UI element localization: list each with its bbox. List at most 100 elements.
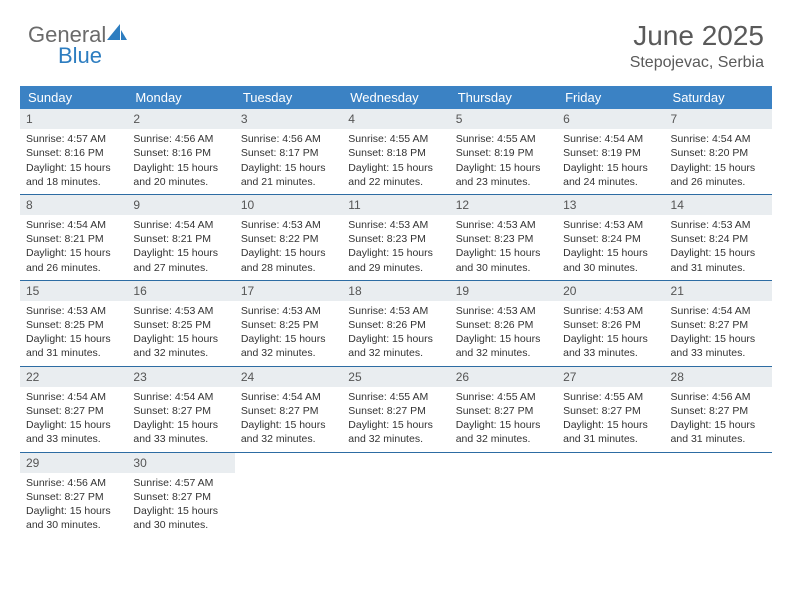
week-row: 29 Sunrise: 4:56 AMSunset: 8:27 PM Dayligh… [20,453,772,538]
sunset-line: Sunset: 8:18 PM [348,146,443,160]
daylight-line-1: Daylight: 15 hours [26,418,121,432]
sunset-line: Sunset: 8:24 PM [671,232,766,246]
daylight-line-2: and 33 minutes. [26,432,121,446]
day-cell: 4Sunrise: 4:55 AMSunset: 8:18 PMDaylight… [342,109,449,194]
sunset-line: Sunset: 8:27 PM [26,490,121,504]
day-cell: 16Sunrise: 4:53 AMSunset: 8:25 PMDayligh… [127,281,234,366]
day-cell: 6Sunrise: 4:54 AMSunset: 8:19 PMDaylight… [557,109,664,194]
day-number: 14 [665,195,772,215]
day-cell: 26Sunrise: 4:55 AMSunset: 8:27 PMDayligh… [450,367,557,452]
daylight-line-2: and 30 minutes. [456,261,551,275]
weekday-tue: Tuesday [235,86,342,109]
sunset-line: Sunset: 8:25 PM [133,318,228,332]
daylight-line-2: and 23 minutes. [456,175,551,189]
day-cell [665,453,772,538]
sunrise-line: Sunrise: 4:53 AM [26,304,121,318]
sunrise-line: Sunrise: 4:54 AM [133,218,228,232]
weekday-fri: Friday [557,86,664,109]
week-row: 22Sunrise: 4:54 AMSunset: 8:27 PMDayligh… [20,367,772,453]
title-block: June 2025 Stepojevac, Serbia [630,20,764,72]
sunrise-line: Sunrise: 4:55 AM [348,132,443,146]
day-number: 29 [20,453,127,473]
sunrise-line: Sunrise: 4:54 AM [671,304,766,318]
sunset-line: Sunset: 8:27 PM [563,404,658,418]
day-number: 10 [235,195,342,215]
daylight-line-1: Daylight: 15 hours [563,418,658,432]
sunrise-line: Sunrise: 4:53 AM [456,304,551,318]
day-cell: 29Sunrise: 4:56 AMSunset: 8:27 PMDayligh… [20,453,127,538]
logo-word-blue: Blue [58,45,127,67]
logo: General Blue [28,24,127,67]
sunset-line: Sunset: 8:27 PM [26,404,121,418]
daylight-line-2: and 18 minutes. [26,175,121,189]
day-number: 17 [235,281,342,301]
day-number: 12 [450,195,557,215]
sunset-line: Sunset: 8:23 PM [348,232,443,246]
day-number: 22 [20,367,127,387]
daylight-line-2: and 24 minutes. [563,175,658,189]
daylight-line-1: Daylight: 15 hours [26,246,121,260]
daylight-line-2: and 32 minutes. [348,346,443,360]
day-cell: 7Sunrise: 4:54 AMSunset: 8:20 PMDaylight… [665,109,772,194]
sunrise-line: Sunrise: 4:54 AM [241,390,336,404]
day-cell: 5Sunrise: 4:55 AMSunset: 8:19 PMDaylight… [450,109,557,194]
sunset-line: Sunset: 8:16 PM [133,146,228,160]
day-cell: 25Sunrise: 4:55 AMSunset: 8:27 PMDayligh… [342,367,449,452]
day-number: 26 [450,367,557,387]
sunrise-line: Sunrise: 4:56 AM [671,390,766,404]
day-cell: 27Sunrise: 4:55 AMSunset: 8:27 PMDayligh… [557,367,664,452]
daylight-line-2: and 32 minutes. [456,432,551,446]
day-cell: 22Sunrise: 4:54 AMSunset: 8:27 PMDayligh… [20,367,127,452]
daylight-line-1: Daylight: 15 hours [133,246,228,260]
sunset-line: Sunset: 8:27 PM [348,404,443,418]
daylight-line-1: Daylight: 15 hours [26,161,121,175]
day-cell: 12Sunrise: 4:53 AMSunset: 8:23 PMDayligh… [450,195,557,280]
sunrise-line: Sunrise: 4:56 AM [133,132,228,146]
daylight-line-2: and 32 minutes. [348,432,443,446]
sunrise-line: Sunrise: 4:53 AM [456,218,551,232]
week-row: 8Sunrise: 4:54 AMSunset: 8:21 PMDaylight… [20,195,772,281]
daylight-line-1: Daylight: 15 hours [671,332,766,346]
daylight-line-2: and 30 minutes. [26,518,121,532]
weekday-sat: Saturday [665,86,772,109]
sunset-line: Sunset: 8:26 PM [456,318,551,332]
day-cell: 8Sunrise: 4:54 AMSunset: 8:21 PMDaylight… [20,195,127,280]
daylight-line-1: Daylight: 15 hours [241,332,336,346]
daylight-line-1: Daylight: 15 hours [241,161,336,175]
calendar: Sunday Monday Tuesday Wednesday Thursday… [20,86,772,537]
sunset-line: Sunset: 8:25 PM [241,318,336,332]
day-cell: 9Sunrise: 4:54 AMSunset: 8:21 PMDaylight… [127,195,234,280]
day-number: 1 [20,109,127,129]
day-number: 19 [450,281,557,301]
day-number: 23 [127,367,234,387]
day-cell: 3Sunrise: 4:56 AMSunset: 8:17 PMDaylight… [235,109,342,194]
daylight-line-2: and 33 minutes. [563,346,658,360]
daylight-line-2: and 20 minutes. [133,175,228,189]
day-cell: 24Sunrise: 4:54 AMSunset: 8:27 PMDayligh… [235,367,342,452]
sunset-line: Sunset: 8:16 PM [26,146,121,160]
sunset-line: Sunset: 8:21 PM [26,232,121,246]
day-number: 7 [665,109,772,129]
daylight-line-1: Daylight: 15 hours [563,246,658,260]
sunset-line: Sunset: 8:19 PM [563,146,658,160]
day-cell: 18Sunrise: 4:53 AMSunset: 8:26 PMDayligh… [342,281,449,366]
sunset-line: Sunset: 8:27 PM [133,404,228,418]
daylight-line-1: Daylight: 15 hours [456,161,551,175]
sunset-line: Sunset: 8:26 PM [563,318,658,332]
sunrise-line: Sunrise: 4:57 AM [133,476,228,490]
sunrise-line: Sunrise: 4:56 AM [26,476,121,490]
weekday-wed: Wednesday [342,86,449,109]
sunset-line: Sunset: 8:27 PM [671,318,766,332]
daylight-line-1: Daylight: 15 hours [133,504,228,518]
sunrise-line: Sunrise: 4:55 AM [348,390,443,404]
daylight-line-2: and 26 minutes. [26,261,121,275]
day-cell: 17Sunrise: 4:53 AMSunset: 8:25 PMDayligh… [235,281,342,366]
daylight-line-1: Daylight: 15 hours [241,246,336,260]
daylight-line-1: Daylight: 15 hours [133,418,228,432]
weekday-thu: Thursday [450,86,557,109]
daylight-line-1: Daylight: 15 hours [671,418,766,432]
sunrise-line: Sunrise: 4:54 AM [26,218,121,232]
week-row: 15Sunrise: 4:53 AMSunset: 8:25 PMDayligh… [20,281,772,367]
weekday-header: Sunday Monday Tuesday Wednesday Thursday… [20,86,772,109]
logo-text-block: General Blue [28,24,127,67]
